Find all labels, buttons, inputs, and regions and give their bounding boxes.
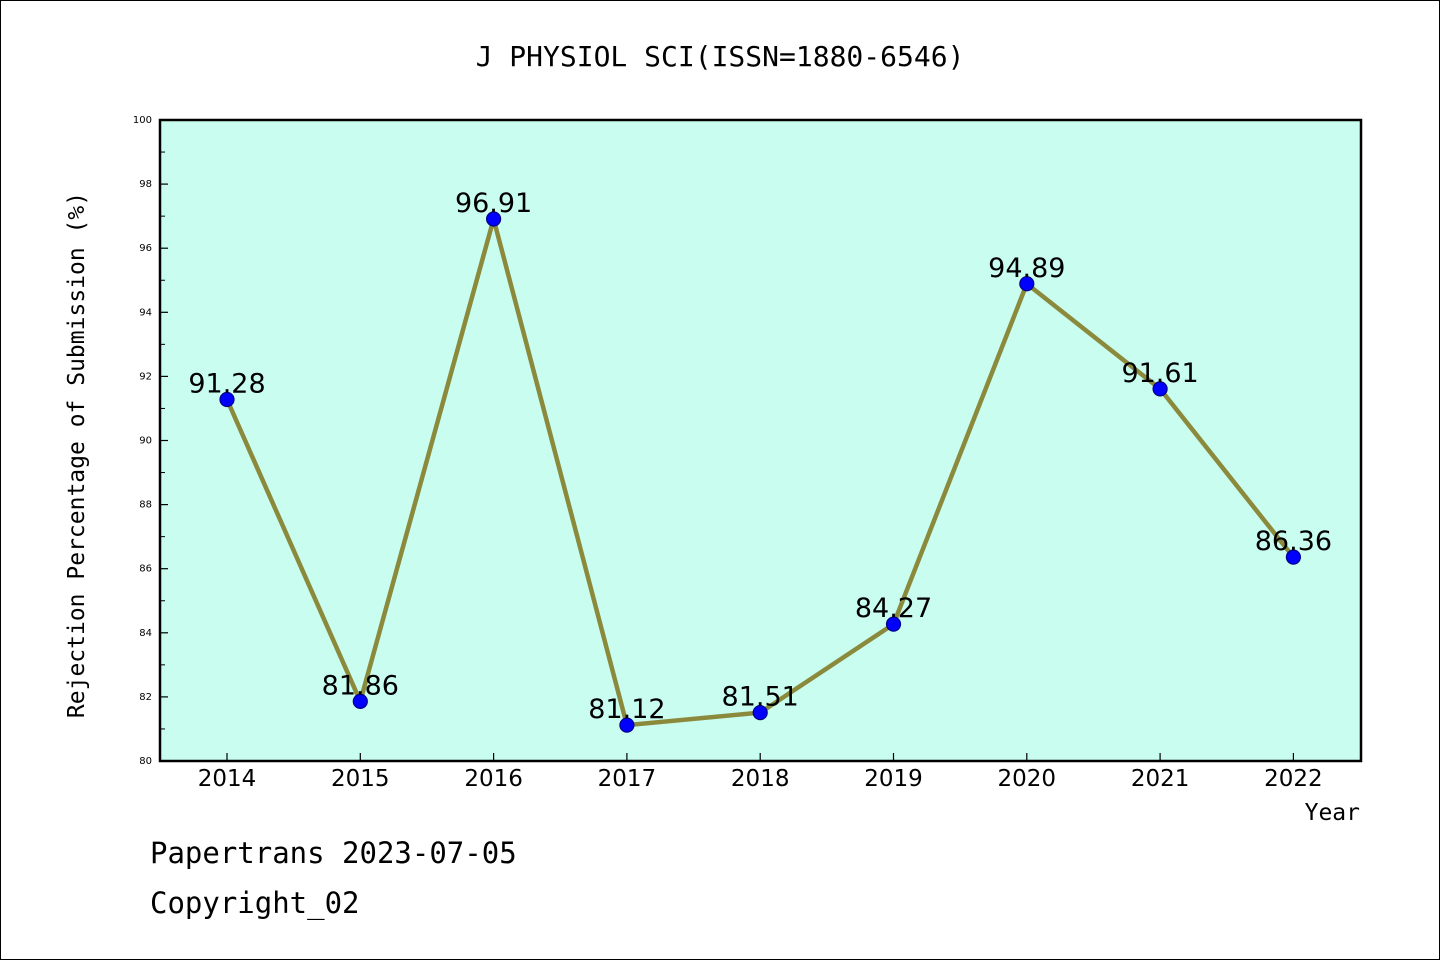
data-label-2014: 91.28 [188, 368, 265, 399]
footer-source: Papertrans 2023-07-05 [150, 836, 517, 870]
data-label-2016: 96.91 [455, 188, 532, 219]
x-tick-label: 2020 [998, 766, 1057, 792]
data-label-2020: 94.89 [988, 253, 1065, 284]
plot-area [158, 118, 1363, 763]
chart-title: J PHYSIOL SCI(ISSN=1880-6546) [476, 40, 965, 73]
data-label-2019: 84.27 [855, 593, 932, 624]
y-tick-label: 96 [139, 243, 152, 254]
series-line-group [219, 210, 1302, 733]
x-tick-label: 2021 [1131, 766, 1190, 792]
data-labels: 91.28 81.86 96.91 81.12 81.51 84.27 94.89 91.61… [188, 188, 1332, 725]
data-point-2018 [752, 705, 768, 721]
data-label-2021: 91.61 [1121, 358, 1198, 389]
data-label-2022: 86.36 [1255, 526, 1332, 557]
data-point-2016 [486, 211, 502, 227]
x-tick-label: 2022 [1264, 766, 1323, 792]
x-axis-label: Year [1305, 800, 1360, 826]
data-label-2017: 81.12 [588, 694, 665, 725]
data-label-2015: 81.86 [322, 670, 399, 701]
x-tick-label: 2018 [731, 766, 790, 792]
x-tick-label: 2015 [331, 766, 390, 792]
x-tick-label: 2016 [464, 766, 523, 792]
y-tick-label: 100 [133, 115, 152, 126]
y-tick-label: 94 [139, 307, 152, 318]
y-tick-label: 90 [139, 436, 152, 447]
data-label-2018: 81.51 [722, 682, 799, 713]
y-tick-label: 80 [139, 756, 152, 767]
x-tick-label: 2014 [198, 766, 257, 792]
y-axis-label: Rejection Percentage of Submission (%) [64, 192, 90, 718]
y-tick-label: 86 [139, 564, 152, 575]
data-point-2022 [1285, 549, 1302, 565]
data-point-2017 [619, 717, 635, 733]
data-point-2019 [885, 616, 902, 632]
footer-copyright: Copyright_02 [150, 886, 360, 920]
y-axis: 80 82 84 86 88 90 92 94 96 98 100 [133, 115, 168, 767]
data-point-2021 [1152, 381, 1168, 397]
y-tick-label: 84 [139, 628, 152, 639]
data-point-2020 [1019, 276, 1035, 292]
y-tick-label: 98 [139, 179, 152, 190]
y-tick-label: 88 [139, 500, 152, 511]
data-point-2014 [219, 391, 235, 408]
x-axis: 2014 2015 2016 2017 2018 2019 2020 2021 2022 [198, 753, 1323, 792]
y-tick-label: 92 [139, 371, 152, 382]
x-tick-label: 2019 [864, 766, 923, 792]
data-point-2015 [352, 693, 368, 709]
y-tick-label: 82 [139, 692, 152, 703]
x-tick-label: 2017 [598, 766, 657, 792]
